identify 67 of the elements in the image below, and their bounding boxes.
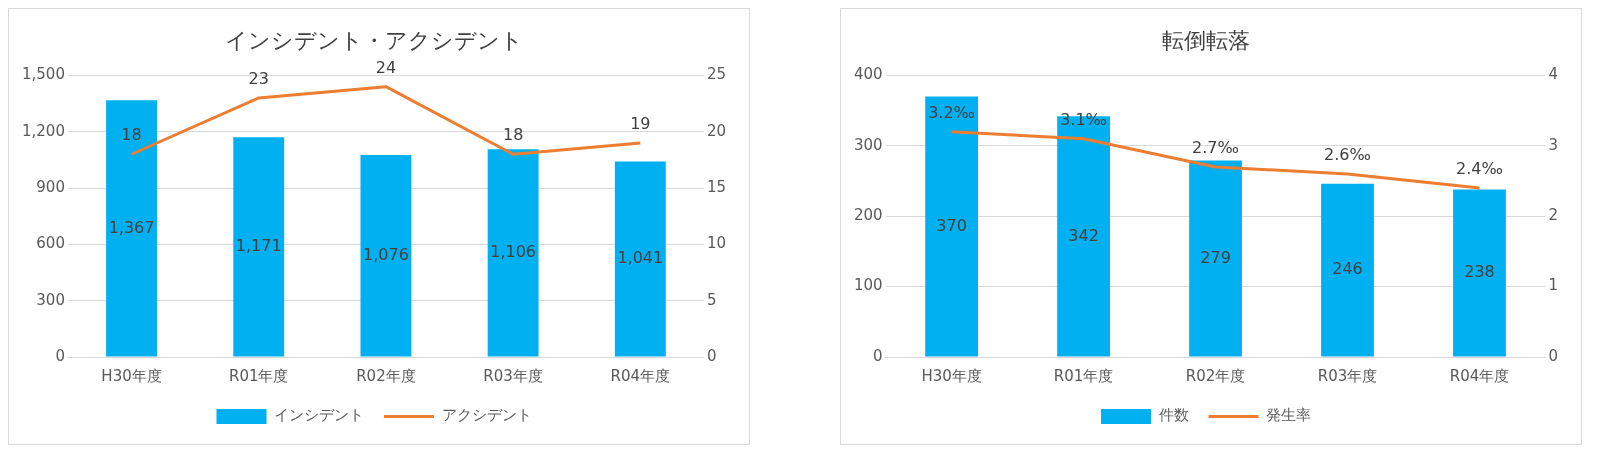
- data-label: 19: [630, 114, 651, 134]
- bar: [487, 149, 539, 357]
- bar: [360, 155, 412, 357]
- y2-tick-label: 0: [706, 346, 717, 365]
- legend-label: アクシデント: [441, 406, 532, 425]
- x-tick-label: R01年度: [228, 366, 289, 385]
- y-tick-label: 1,500: [21, 65, 65, 84]
- data-label: 238: [1464, 262, 1495, 282]
- data-label: 2.6‰: [1324, 145, 1371, 165]
- x-tick-label: H30年度: [101, 366, 162, 385]
- y-tick-label: 0: [55, 346, 65, 365]
- x-tick-label: H30年度: [921, 366, 982, 385]
- y-tick-label: 1,200: [21, 121, 65, 140]
- y-tick-label: 600: [36, 234, 65, 253]
- y2-tick-label: 25: [706, 65, 727, 84]
- y-tick-label: 900: [36, 177, 65, 196]
- data-label: 246: [1332, 259, 1363, 279]
- data-label: 342: [1068, 225, 1099, 245]
- legend-label: 発生率: [1266, 406, 1311, 425]
- x-tick-label: R04年度: [1449, 366, 1510, 385]
- chart-title: インシデント・アクシデント: [225, 27, 523, 53]
- data-label: 2.7‰: [1192, 138, 1239, 158]
- data-label: 18: [502, 125, 524, 145]
- data-label: 23: [248, 69, 269, 89]
- data-label: 2.4‰: [1456, 159, 1503, 179]
- y2-tick-label: 1: [1548, 276, 1558, 295]
- y2-tick-label: 10: [706, 234, 727, 253]
- data-label: 279: [1200, 247, 1231, 267]
- data-label: 3.1‰: [1060, 109, 1108, 129]
- data-label: 370: [936, 215, 967, 235]
- y2-tick-label: 5: [706, 290, 717, 309]
- bar: [106, 100, 157, 357]
- legend-label: 件数: [1158, 406, 1189, 425]
- x-tick-label: R02年度: [1185, 366, 1246, 385]
- data-label: 1,171: [235, 235, 282, 255]
- x-tick-label: R03年度: [483, 366, 543, 385]
- y-tick-label: 0: [873, 346, 883, 365]
- bar: [1321, 183, 1374, 357]
- bar: [614, 161, 666, 357]
- data-label: 1,041: [617, 248, 664, 268]
- x-tick-label: R04年度: [610, 366, 671, 385]
- bar: [925, 96, 979, 357]
- y-tick-label: 300: [36, 290, 65, 309]
- bar: [1189, 160, 1242, 357]
- data-label: 18: [121, 125, 142, 145]
- y2-tick-label: 0: [1548, 346, 1558, 365]
- y2-tick-label: 4: [1548, 65, 1558, 84]
- y2-tick-label: 20: [706, 121, 727, 140]
- bar: [233, 137, 285, 357]
- bar: [1453, 189, 1506, 357]
- y-tick-label: 300: [853, 135, 883, 154]
- x-tick-label: R01年度: [1053, 366, 1114, 385]
- data-label: 1,076: [363, 244, 409, 264]
- y-tick-label: 100: [853, 276, 883, 295]
- y-tick-label: 400: [853, 65, 883, 84]
- y2-tick-label: 15: [706, 177, 727, 196]
- data-label: 24: [375, 57, 397, 77]
- legend-label: インシデント: [274, 406, 364, 425]
- x-tick-label: R02年度: [356, 366, 416, 385]
- data-label: 3.2‰: [928, 102, 976, 122]
- x-tick-label: R03年度: [1317, 366, 1378, 385]
- y2-tick-label: 3: [1548, 135, 1558, 154]
- data-label: 1,367: [108, 217, 155, 237]
- y-tick-label: 200: [853, 206, 883, 225]
- data-label: 1,106: [490, 242, 537, 262]
- chart-title: 転倒転落: [1162, 27, 1250, 53]
- y2-tick-label: 2: [1548, 206, 1558, 225]
